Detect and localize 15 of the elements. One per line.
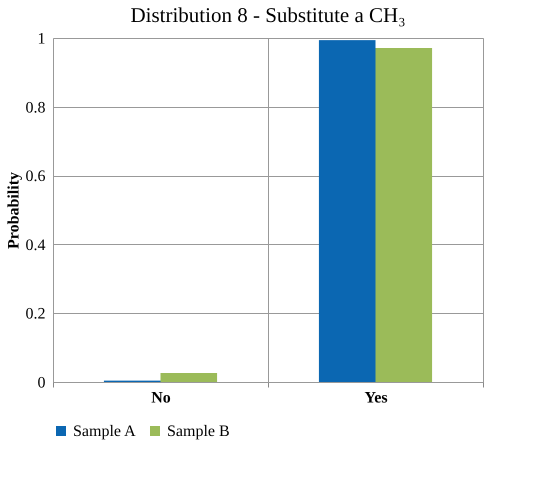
- legend-label: Sample A: [73, 423, 136, 440]
- y-tick-label: 0.8: [26, 99, 46, 116]
- x-tick-label: No: [151, 390, 171, 406]
- y-tick-label: 0.6: [26, 168, 46, 186]
- legend-label: Sample B: [167, 423, 230, 440]
- y-tick-label: 0.4: [26, 236, 46, 254]
- bar: [376, 48, 432, 382]
- y-tick-label: 0: [38, 374, 46, 392]
- x-tick-label: Yes: [364, 390, 388, 406]
- y-axis-title: Probability: [6, 172, 22, 250]
- chart-title: Distribution 8 - Substitute a CH₃: [130, 3, 406, 27]
- bar: [160, 373, 218, 382]
- y-tick-label: 0.2: [26, 306, 46, 323]
- y-tick-label: 1: [38, 30, 46, 48]
- bar: [318, 40, 376, 382]
